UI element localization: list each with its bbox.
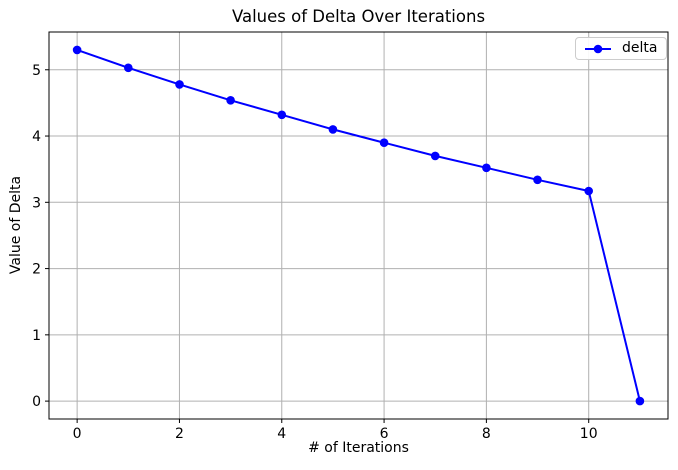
legend-line-marker-icon (585, 44, 611, 53)
legend-label: delta (622, 39, 658, 56)
svg-text:1: 1 (32, 328, 41, 344)
svg-text:8: 8 (482, 426, 491, 442)
svg-text:0: 0 (32, 394, 41, 410)
svg-text:4: 4 (32, 129, 41, 145)
svg-text:2: 2 (32, 262, 41, 278)
svg-text:4: 4 (277, 426, 286, 442)
svg-text:10: 10 (580, 426, 598, 442)
x-axis-label: # of Iterations (308, 440, 409, 456)
legend: delta (575, 37, 668, 60)
legend-marker-sample (593, 44, 603, 53)
svg-text:6: 6 (380, 426, 389, 442)
svg-text:2: 2 (175, 426, 184, 442)
svg-text:0: 0 (73, 426, 82, 442)
svg-text:3: 3 (32, 195, 41, 211)
svg-text:5: 5 (32, 63, 41, 79)
chart-title: Values of Delta Over Iterations (231, 7, 486, 26)
